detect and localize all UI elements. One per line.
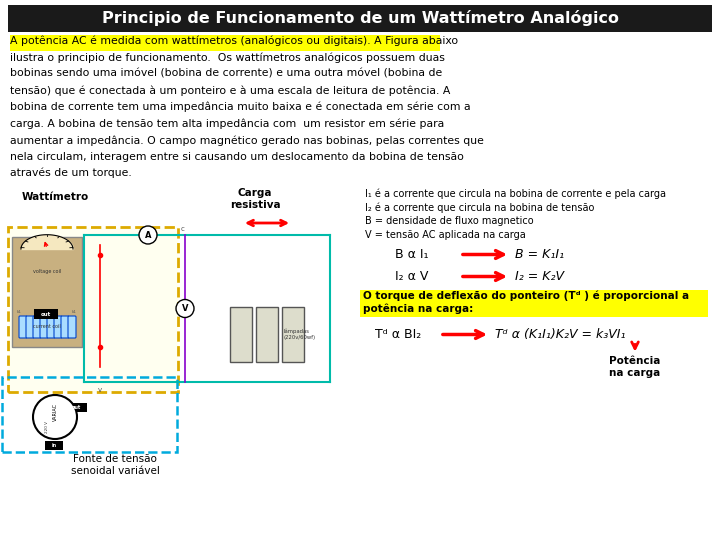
Text: bobinas sendo uma imóvel (bobina de corrente) e uma outra móvel (bobina de: bobinas sendo uma imóvel (bobina de corr… bbox=[10, 69, 442, 79]
Text: carga. A bobina de tensão tem alta impedância com  um resistor em série para: carga. A bobina de tensão tem alta imped… bbox=[10, 118, 444, 129]
Text: V = tensão AC aplicada na carga: V = tensão AC aplicada na carga bbox=[365, 231, 526, 240]
Text: A potência AC é medida com wattímetros (analógicos ou digitais). A Figura abaixo: A potência AC é medida com wattímetros (… bbox=[10, 36, 458, 46]
Text: potência na carga:: potência na carga: bbox=[363, 303, 473, 314]
FancyBboxPatch shape bbox=[282, 307, 304, 362]
FancyBboxPatch shape bbox=[360, 289, 708, 316]
Text: k1: k1 bbox=[17, 310, 22, 314]
Text: VARIAC: VARIAC bbox=[53, 403, 58, 421]
Text: O torque de deflexão do ponteiro (Tᵈ ) é proporcional a: O torque de deflexão do ponteiro (Tᵈ ) é… bbox=[363, 291, 689, 301]
Circle shape bbox=[176, 300, 194, 318]
Text: I₂ é a corrente que circula na bobina de tensão: I₂ é a corrente que circula na bobina de… bbox=[365, 202, 595, 213]
FancyBboxPatch shape bbox=[230, 307, 252, 362]
FancyBboxPatch shape bbox=[45, 441, 63, 450]
Text: B = K₁I₁: B = K₁I₁ bbox=[515, 248, 564, 261]
Text: I₂ = K₂V: I₂ = K₂V bbox=[515, 270, 564, 283]
Text: V: V bbox=[181, 304, 188, 313]
FancyBboxPatch shape bbox=[47, 316, 55, 338]
Text: in: in bbox=[51, 443, 57, 448]
FancyBboxPatch shape bbox=[34, 309, 58, 319]
FancyBboxPatch shape bbox=[33, 316, 41, 338]
Text: aumentar a impedância. O campo magnético gerado nas bobinas, pelas correntes que: aumentar a impedância. O campo magnético… bbox=[10, 135, 484, 145]
Text: Tᵈ α BI₂: Tᵈ α BI₂ bbox=[375, 328, 421, 341]
Text: Tᵈ α (K₁I₁)K₂V = k₃VI₁: Tᵈ α (K₁I₁)K₂V = k₃VI₁ bbox=[495, 328, 626, 341]
Text: out: out bbox=[41, 312, 51, 316]
Text: B α I₁: B α I₁ bbox=[395, 248, 428, 261]
Text: lâmpadas
(220v/60wf): lâmpadas (220v/60wf) bbox=[283, 329, 315, 340]
Text: k1: k1 bbox=[72, 310, 77, 314]
Circle shape bbox=[33, 395, 77, 439]
Text: voltage coil: voltage coil bbox=[33, 269, 61, 274]
Text: I₁ é a corrente que circula na bobina de corrente e pela carga: I₁ é a corrente que circula na bobina de… bbox=[365, 188, 666, 199]
Text: I₂ α V: I₂ α V bbox=[395, 270, 428, 283]
Text: tensão) que é conectada à um ponteiro e à uma escala de leitura de potência. A: tensão) que é conectada à um ponteiro e … bbox=[10, 85, 451, 96]
Text: 220 V: 220 V bbox=[45, 421, 49, 433]
Text: c: c bbox=[181, 226, 185, 232]
FancyBboxPatch shape bbox=[12, 237, 82, 347]
Text: Potência
na carga: Potência na carga bbox=[609, 356, 661, 378]
Text: nela circulam, interagem entre si causando um deslocamento da bobina de tensão: nela circulam, interagem entre si causan… bbox=[10, 152, 464, 161]
FancyBboxPatch shape bbox=[10, 35, 440, 51]
Text: bobina de corrente tem uma impedância muito baixa e é conectada em série com a: bobina de corrente tem uma impedância mu… bbox=[10, 102, 471, 112]
FancyBboxPatch shape bbox=[54, 316, 62, 338]
FancyBboxPatch shape bbox=[8, 5, 712, 32]
Text: out: out bbox=[71, 405, 81, 410]
Text: current coil: current coil bbox=[33, 325, 61, 329]
FancyBboxPatch shape bbox=[61, 316, 69, 338]
Text: B = densidade de fluxo magnetico: B = densidade de fluxo magnetico bbox=[365, 217, 534, 226]
FancyBboxPatch shape bbox=[68, 316, 76, 338]
Text: através de um torque.: através de um torque. bbox=[10, 168, 132, 179]
FancyBboxPatch shape bbox=[256, 307, 278, 362]
FancyBboxPatch shape bbox=[19, 316, 27, 338]
Text: Principio de Funcionamento de um Wattímetro Analógico: Principio de Funcionamento de um Wattíme… bbox=[102, 10, 618, 26]
FancyBboxPatch shape bbox=[26, 316, 34, 338]
Circle shape bbox=[139, 226, 157, 244]
Text: ilustra o principio de funcionamento.  Os wattímetros analógicos possuem duas: ilustra o principio de funcionamento. Os… bbox=[10, 52, 445, 63]
FancyBboxPatch shape bbox=[65, 403, 87, 412]
Text: v: v bbox=[98, 387, 102, 393]
Text: Carga
resistiva: Carga resistiva bbox=[230, 188, 280, 210]
FancyBboxPatch shape bbox=[8, 227, 178, 392]
FancyBboxPatch shape bbox=[40, 316, 48, 338]
Text: A: A bbox=[145, 231, 151, 240]
Text: Fonte de tensão
senoidal variável: Fonte de tensão senoidal variável bbox=[71, 454, 159, 476]
Text: Wattímetro: Wattímetro bbox=[22, 192, 89, 201]
